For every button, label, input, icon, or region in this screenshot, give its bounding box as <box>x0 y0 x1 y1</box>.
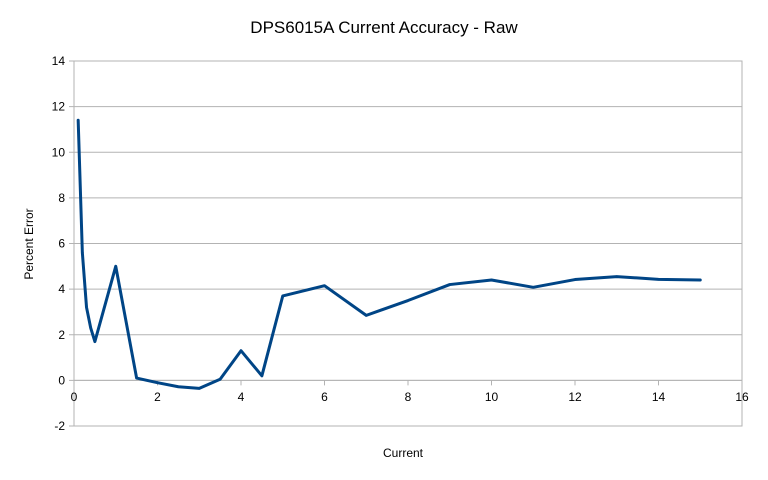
data-point <box>699 278 702 282</box>
data-point <box>657 278 660 281</box>
data-point <box>114 265 117 268</box>
data-point <box>198 387 201 390</box>
x-tick-label: 6 <box>321 390 328 404</box>
data-point <box>532 286 535 289</box>
x-tick-label: 14 <box>652 390 666 404</box>
x-tick-label: 2 <box>154 390 161 404</box>
data-point <box>93 340 97 343</box>
x-tick-label: 0 <box>71 390 78 404</box>
data-point <box>85 306 88 309</box>
data-point <box>89 326 92 330</box>
axes <box>69 60 743 427</box>
data-point <box>365 314 368 317</box>
chart-title: DPS6015A Current Accuracy - Raw <box>250 18 518 37</box>
data-point <box>281 294 284 298</box>
data-point <box>81 251 84 254</box>
series-line <box>76 118 702 390</box>
data-point <box>156 381 159 384</box>
data-point <box>615 275 618 278</box>
y-tick-label: 14 <box>52 54 66 68</box>
data-point <box>177 385 180 388</box>
data-point <box>76 119 80 122</box>
data-point <box>135 376 138 380</box>
data-point <box>573 278 577 281</box>
grid <box>74 60 742 427</box>
data-point <box>218 378 222 381</box>
data-point <box>406 299 410 302</box>
data-point <box>323 284 326 287</box>
y-tick-label: -2 <box>54 419 65 433</box>
y-axis-label: Percent Error <box>22 208 36 280</box>
y-tick-label: 8 <box>58 191 65 205</box>
data-point <box>448 283 451 286</box>
y-tick-label: 2 <box>58 328 65 342</box>
y-tick-label: 12 <box>52 100 66 114</box>
x-tick-label: 4 <box>238 390 245 404</box>
y-tick-label: 10 <box>52 145 66 159</box>
x-tick-label: 16 <box>735 390 749 404</box>
data-point <box>260 374 264 378</box>
x-tick-label: 12 <box>568 390 582 404</box>
x-tick-label: 10 <box>485 390 499 404</box>
y-tick-label: 6 <box>58 237 65 251</box>
x-axis-label: Current <box>382 446 423 460</box>
x-tick-label: 8 <box>405 390 412 404</box>
y-tick-label: 0 <box>58 373 65 387</box>
tick-labels: -2 0 2 4 6 8 10 12 14 0 2 4 6 8 10 12 14 16 <box>52 54 749 433</box>
series-layer <box>76 118 702 390</box>
data-point <box>490 278 493 282</box>
data-point <box>239 349 243 352</box>
y-tick-label: 4 <box>58 282 65 296</box>
